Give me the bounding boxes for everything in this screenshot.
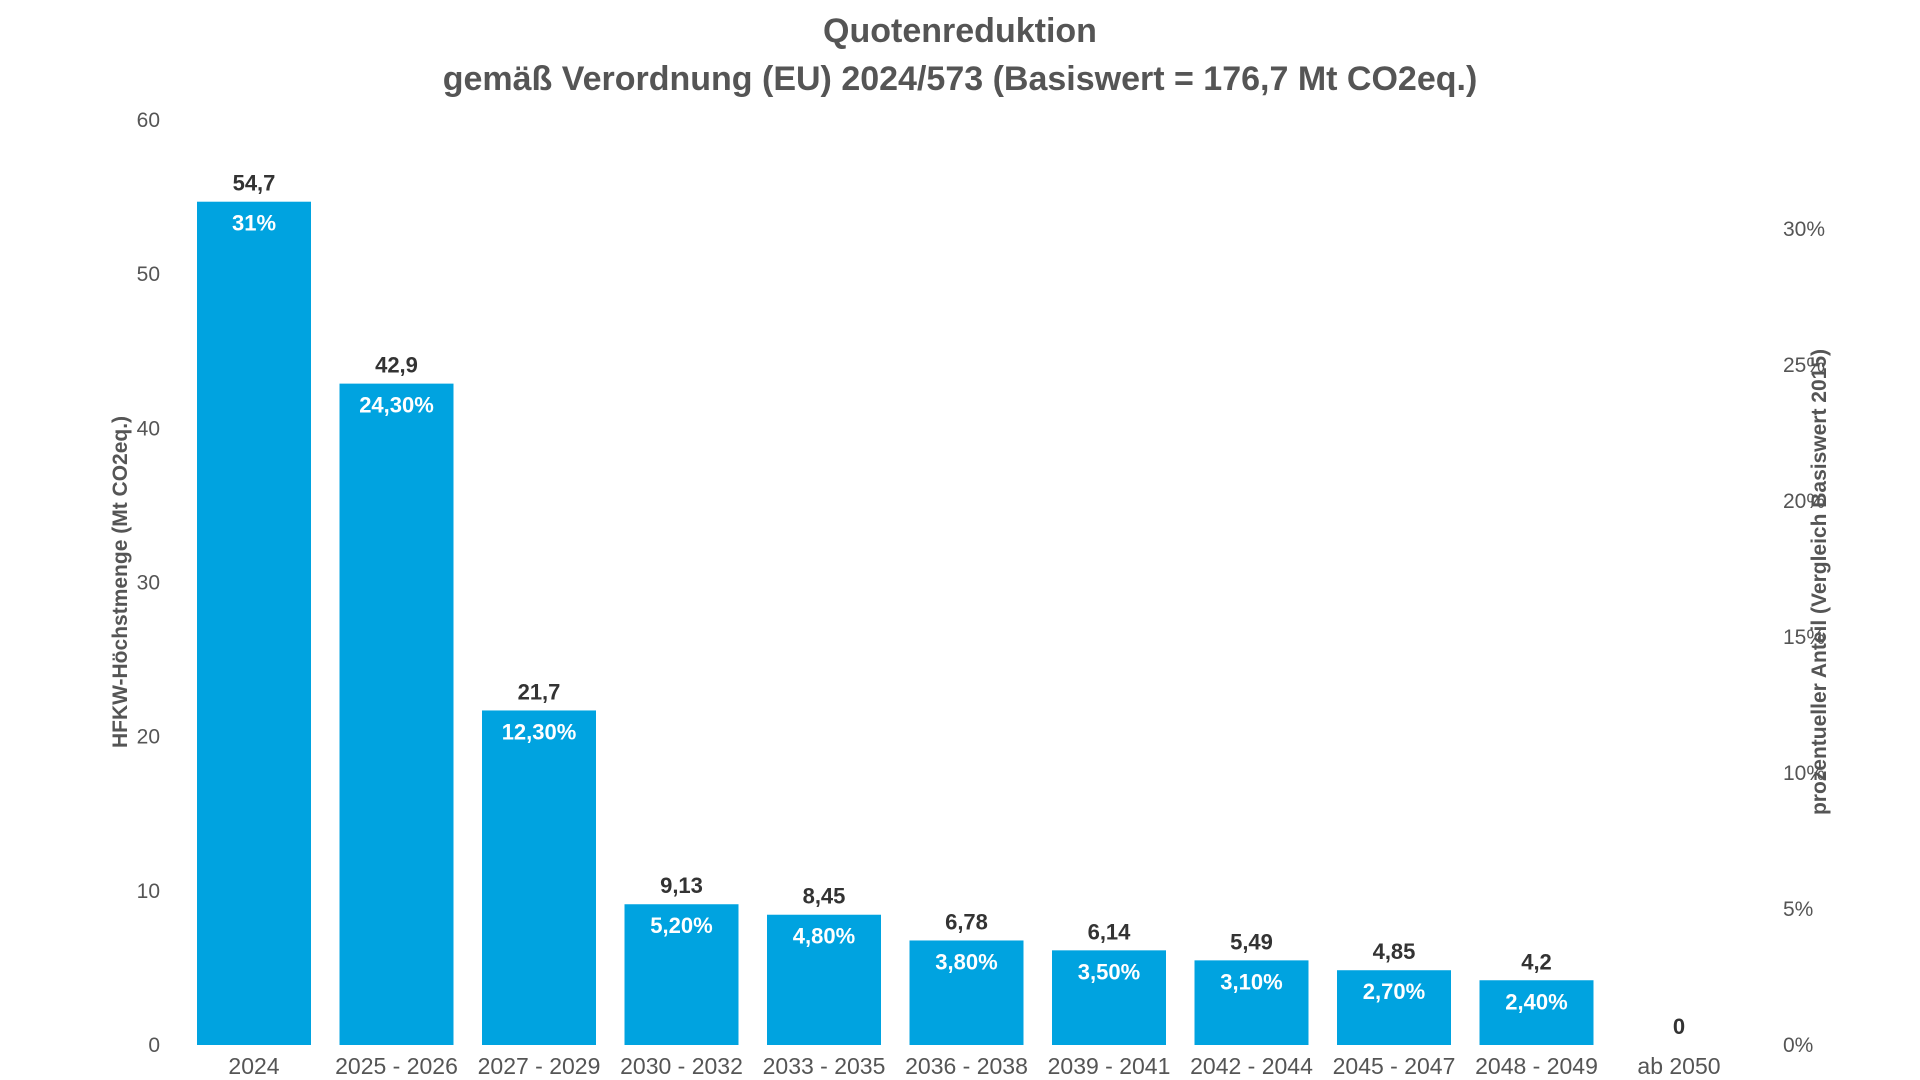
value-label: 42,9 (375, 353, 418, 378)
y2-axis-ticks: 0% 5% 10% 15% 20% 25% 30% (1783, 218, 1825, 1057)
percent-label: 12,30% (502, 719, 577, 744)
percent-label: 4,80% (793, 924, 855, 949)
value-label: 0 (1673, 1014, 1685, 1039)
percent-label: 3,80% (935, 949, 997, 974)
y-tick-label: 50 (137, 263, 160, 286)
value-label: 4,85 (1373, 939, 1416, 964)
y-tick-label: 20 (137, 726, 160, 749)
bar (482, 710, 596, 1045)
value-label: 54,7 (233, 171, 276, 196)
category-label: 2039 - 2041 (1048, 1053, 1171, 1079)
category-label: 2033 - 2035 (763, 1053, 886, 1079)
bars (197, 201, 1594, 1046)
percent-label: 2,40% (1505, 989, 1567, 1014)
y-axis-ticks: 0 10 20 30 40 50 60 (137, 109, 160, 1057)
bar (624, 904, 739, 1045)
y2-tick-label: 30% (1783, 218, 1825, 241)
value-label: 5,49 (1230, 929, 1273, 954)
category-label: 2045 - 2047 (1333, 1053, 1456, 1079)
chart-title: Quotenreduktion (823, 12, 1097, 50)
bar-labels: 54,7 31% 42,9 24,30% 21,7 12,30% 9,13 5,20% 8,45… (232, 171, 1685, 1039)
category-label: ab 2050 (1637, 1053, 1720, 1079)
category-label: 2027 - 2029 (478, 1053, 601, 1079)
bar (197, 201, 311, 1046)
category-label: 2024 (228, 1053, 279, 1079)
y-tick-label: 40 (137, 417, 160, 440)
y2-tick-label: 0% (1783, 1034, 1813, 1057)
category-label: 2036 - 2038 (905, 1053, 1028, 1079)
y-tick-label: 10 (137, 880, 160, 903)
percent-label: 31% (232, 211, 276, 236)
y2-tick-label: 5% (1783, 898, 1813, 921)
y-tick-label: 30 (137, 572, 160, 595)
category-label: 2030 - 2032 (620, 1053, 743, 1079)
value-label: 8,45 (803, 884, 846, 909)
x-axis-categories: 2024 2025 - 2026 2027 - 2029 2030 - 2032 203… (228, 1053, 1720, 1079)
value-label: 21,7 (518, 679, 561, 704)
percent-label: 24,30% (359, 393, 434, 418)
value-label: 9,13 (660, 873, 703, 898)
category-label: 2025 - 2026 (335, 1053, 458, 1079)
percent-label: 2,70% (1363, 979, 1425, 1004)
y-tick-label: 60 (137, 109, 160, 132)
y2-tick-label: 25% (1783, 354, 1825, 377)
bar (767, 914, 881, 1045)
percent-label: 3,10% (1220, 969, 1282, 994)
percent-label: 5,20% (650, 913, 712, 938)
category-label: 2042 - 2044 (1190, 1053, 1313, 1079)
percent-label: 3,50% (1078, 959, 1140, 984)
y2-tick-label: 15% (1783, 626, 1825, 649)
y2-axis-title: prozentueller Anteil (Vergleich Basiswer… (1808, 349, 1831, 815)
category-label: 2048 - 2049 (1475, 1053, 1598, 1079)
bar (1052, 950, 1166, 1045)
value-label: 6,78 (945, 909, 988, 934)
bar (339, 383, 454, 1045)
y2-tick-label: 20% (1783, 490, 1825, 513)
y-tick-label: 0 (148, 1034, 160, 1057)
bar (1479, 980, 1594, 1045)
chart-subtitle: gemäß Verordnung (EU) 2024/573 (Basiswer… (443, 60, 1478, 98)
value-label: 6,14 (1088, 919, 1132, 944)
y2-tick-label: 10% (1783, 762, 1825, 785)
y-axis-title: HFKW-Höchstmenge (Mt CO2eq.) (109, 416, 132, 748)
bar (909, 940, 1024, 1045)
value-label: 4,2 (1521, 949, 1552, 974)
bar (1337, 970, 1451, 1045)
bar (1194, 960, 1309, 1045)
